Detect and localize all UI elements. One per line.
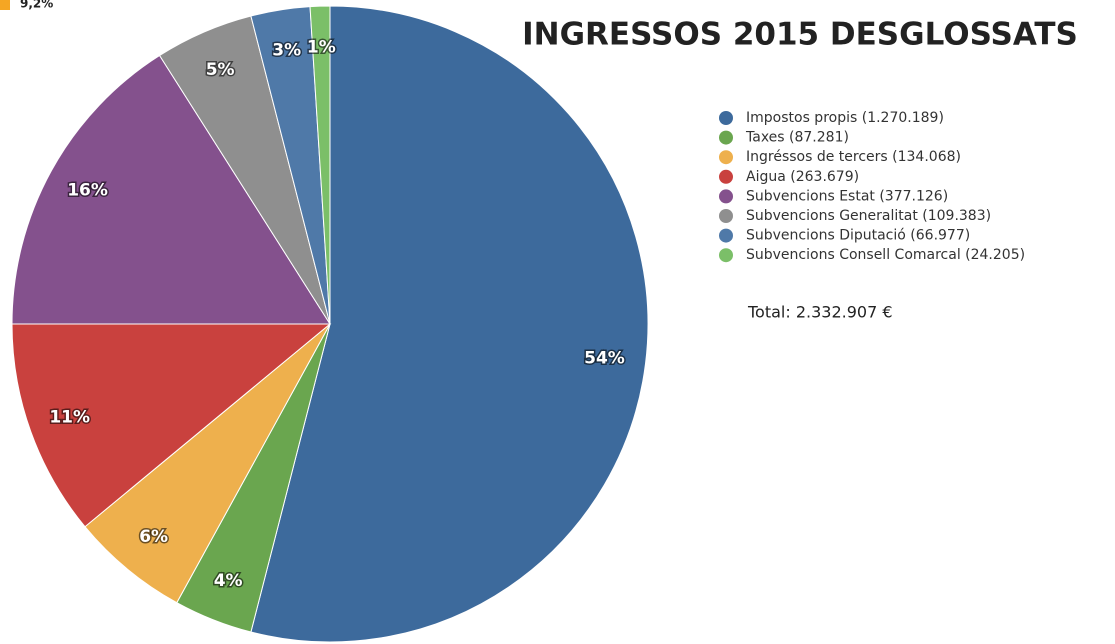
pie-slice (309, 5, 331, 325)
legend-label: Subvencions Diputació (66.977) (746, 228, 970, 244)
legend-swatch (719, 169, 733, 184)
corner-swatch (0, 0, 10, 10)
pie-slice (11, 54, 331, 325)
legend-swatch (719, 111, 733, 125)
legend-label: Impostos propis (1.270.189) (746, 110, 944, 126)
legend-swatch (719, 189, 733, 204)
slice-label: 11% (49, 408, 90, 428)
slice-label: 4% (214, 571, 243, 591)
legend-label: Ingréssos de tercers (134.068) (746, 149, 961, 165)
legend-swatch (719, 130, 733, 145)
chart-title: INGRESSOS 2015 DESGLOSSATS (522, 17, 1078, 53)
legend-label: Subvencions Generalitat (109.383) (746, 208, 991, 224)
legend-swatch (719, 209, 733, 223)
slice-label: 3% (272, 41, 301, 61)
legend-label: Aigua (263.679) (746, 169, 859, 185)
slice-label: 1% (307, 37, 336, 57)
pie-slice (11, 323, 332, 528)
slice-label: 16% (67, 181, 108, 201)
legend-label: Subvencions Consell Comarcal (24.205) (746, 247, 1025, 263)
corner-annotation: 9,2% (20, 0, 53, 11)
legend-swatch (719, 228, 733, 243)
legend-label: Taxes (87.281) (745, 130, 849, 146)
pie-slice (84, 323, 331, 604)
slice-label: 54% (584, 349, 625, 369)
legend-swatch (719, 150, 733, 165)
pie-slice (250, 5, 649, 643)
total-annotation: Total: 2.332.907 € (747, 303, 893, 322)
legend-swatch (719, 248, 733, 263)
slice-label: 6% (139, 527, 168, 547)
legend-label: Subvencions Estat (377.126) (746, 188, 948, 204)
slice-label: 5% (206, 60, 235, 80)
